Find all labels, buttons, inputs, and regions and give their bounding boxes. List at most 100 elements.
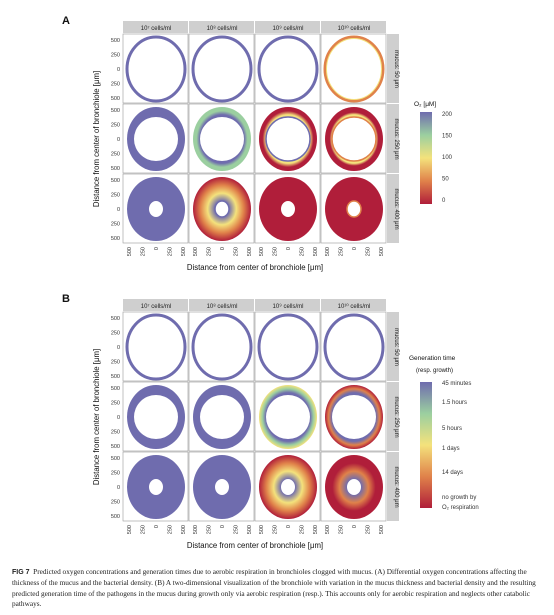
x-axis-label: Distance from center of bronchiole [μm]	[187, 263, 323, 272]
x-tick-label: 500	[379, 247, 385, 256]
legend-colorbar	[420, 112, 432, 204]
y-tick-label: 250	[111, 401, 120, 407]
mucus-ring	[191, 35, 253, 103]
legend-tick-label: 5 hours	[442, 426, 462, 432]
y-tick-label: 500	[111, 374, 120, 380]
mucus-ring	[257, 313, 319, 381]
column-header	[255, 299, 320, 311]
y-tick-label: 500	[111, 178, 120, 184]
x-tick-label: 250	[300, 247, 306, 256]
plot-cell	[320, 311, 387, 382]
x-axis-label: Distance from center of bronchiole [μm]	[187, 541, 323, 550]
x-tick-label: 250	[273, 525, 279, 534]
legend-title: O₂ [μM]	[414, 101, 436, 108]
x-tick-label: 250	[168, 525, 174, 534]
y-tick-label: 500	[111, 236, 120, 242]
legend-tick-label: 1.5 hours	[442, 400, 467, 406]
y-axis-label: Distance from center of bronchiole [μm]	[92, 71, 101, 207]
y-tick-label: 500	[111, 108, 120, 114]
row-header-label: mucus: 400 μm	[393, 466, 399, 507]
x-tick-label: 500	[181, 525, 187, 534]
column-header	[321, 21, 386, 33]
legend-tick-label: 100	[442, 155, 453, 161]
figure-caption: FIG 7 Predicted oxygen concentrations an…	[12, 567, 546, 610]
legend-tick-label: no growth by	[442, 495, 476, 501]
row-header	[387, 382, 399, 451]
y-tick-label: 500	[111, 386, 120, 392]
x-tick-label: 500	[247, 525, 253, 534]
mucus-ring-inner	[326, 38, 382, 100]
legend-tick-label: O₂ respiration	[442, 505, 479, 511]
bronchiole-lumen	[134, 117, 178, 161]
plot-cell	[188, 33, 255, 104]
row-header	[387, 34, 399, 103]
row-header	[387, 174, 399, 243]
plot-cell	[254, 33, 321, 104]
row-header-label: mucus: 250 μm	[393, 118, 399, 159]
x-tick-label: 250	[300, 525, 306, 534]
x-tick-label: 250	[141, 247, 147, 256]
y-tick-label: 250	[111, 471, 120, 477]
bronchiole-lumen	[346, 200, 362, 218]
x-tick-label: 0	[154, 247, 160, 250]
y-tick-label: 250	[111, 123, 120, 129]
y-tick-label: 250	[111, 430, 120, 436]
bronchiole-lumen	[331, 116, 377, 162]
row-header-label: mucus: 50 μm	[393, 50, 399, 88]
bronchiole-lumen	[134, 395, 178, 439]
y-tick-label: 500	[111, 96, 120, 102]
bronchiole-lumen	[200, 117, 244, 161]
x-tick-label: 250	[366, 247, 372, 256]
x-tick-label: 250	[168, 247, 174, 256]
y-tick-label: 250	[111, 82, 120, 88]
column-header-label: 10⁸ cells/ml	[207, 25, 238, 32]
y-tick-label: 500	[111, 38, 120, 44]
bronchiole-lumen	[214, 200, 230, 218]
y-tick-label: 0	[117, 207, 120, 213]
mucus-ring	[125, 313, 187, 381]
legend-tick-label: 150	[442, 134, 453, 140]
panel-letter: B	[62, 293, 70, 305]
y-tick-label: 250	[111, 193, 120, 199]
y-tick-label: 250	[111, 360, 120, 366]
y-tick-label: 500	[111, 514, 120, 520]
y-tick-label: 250	[111, 331, 120, 337]
plot-cell	[320, 33, 387, 104]
x-tick-label: 500	[127, 525, 133, 534]
y-tick-label: 250	[111, 222, 120, 228]
legend-tick-label: 200	[442, 112, 453, 118]
x-tick-label: 250	[339, 247, 345, 256]
x-tick-label: 0	[220, 247, 226, 250]
y-tick-label: 0	[117, 137, 120, 143]
x-tick-label: 0	[220, 525, 226, 528]
y-axis-label: Distance from center of bronchiole [μm]	[92, 349, 101, 485]
x-tick-label: 500	[181, 247, 187, 256]
bronchiole-lumen	[281, 479, 295, 495]
mucus-ring	[257, 35, 319, 103]
legend-tick-label: 1 days	[442, 446, 460, 452]
mucus-ring	[323, 35, 385, 103]
x-tick-label: 250	[339, 525, 345, 534]
figure-canvas: A 10⁷ cells/ml 10⁸ cells/ml 10⁹ cells/ml 10¹…	[62, 15, 479, 550]
legend-tick-label: 14 days	[442, 470, 463, 476]
bronchiole-lumen	[149, 479, 163, 495]
column-header-label: 10⁹ cells/ml	[273, 25, 304, 32]
plot-cell	[122, 33, 189, 104]
x-tick-label: 500	[193, 525, 199, 534]
column-header-label: 10⁷ cells/ml	[141, 25, 172, 32]
bronchiole-lumen	[347, 479, 361, 495]
legend-colorbar	[420, 382, 432, 508]
column-header-label: 10⁸ cells/ml	[207, 303, 238, 310]
row-header-label: mucus: 50 μm	[393, 328, 399, 366]
y-tick-label: 0	[117, 485, 120, 491]
plot-cell	[188, 311, 255, 382]
plot-cell	[122, 311, 189, 382]
y-tick-label: 0	[117, 345, 120, 351]
mucus-ring	[125, 35, 187, 103]
y-tick-label: 0	[117, 415, 120, 421]
row-header	[387, 104, 399, 173]
panel-b: B 10⁷ cells/ml 10⁸ cells/ml 10⁹ cells/ml 10¹…	[62, 293, 479, 550]
panel-a: A 10⁷ cells/ml 10⁸ cells/ml 10⁹ cells/ml 10¹…	[62, 15, 453, 272]
x-tick-label: 0	[154, 525, 160, 528]
column-header-label: 10⁹ cells/ml	[273, 303, 304, 310]
